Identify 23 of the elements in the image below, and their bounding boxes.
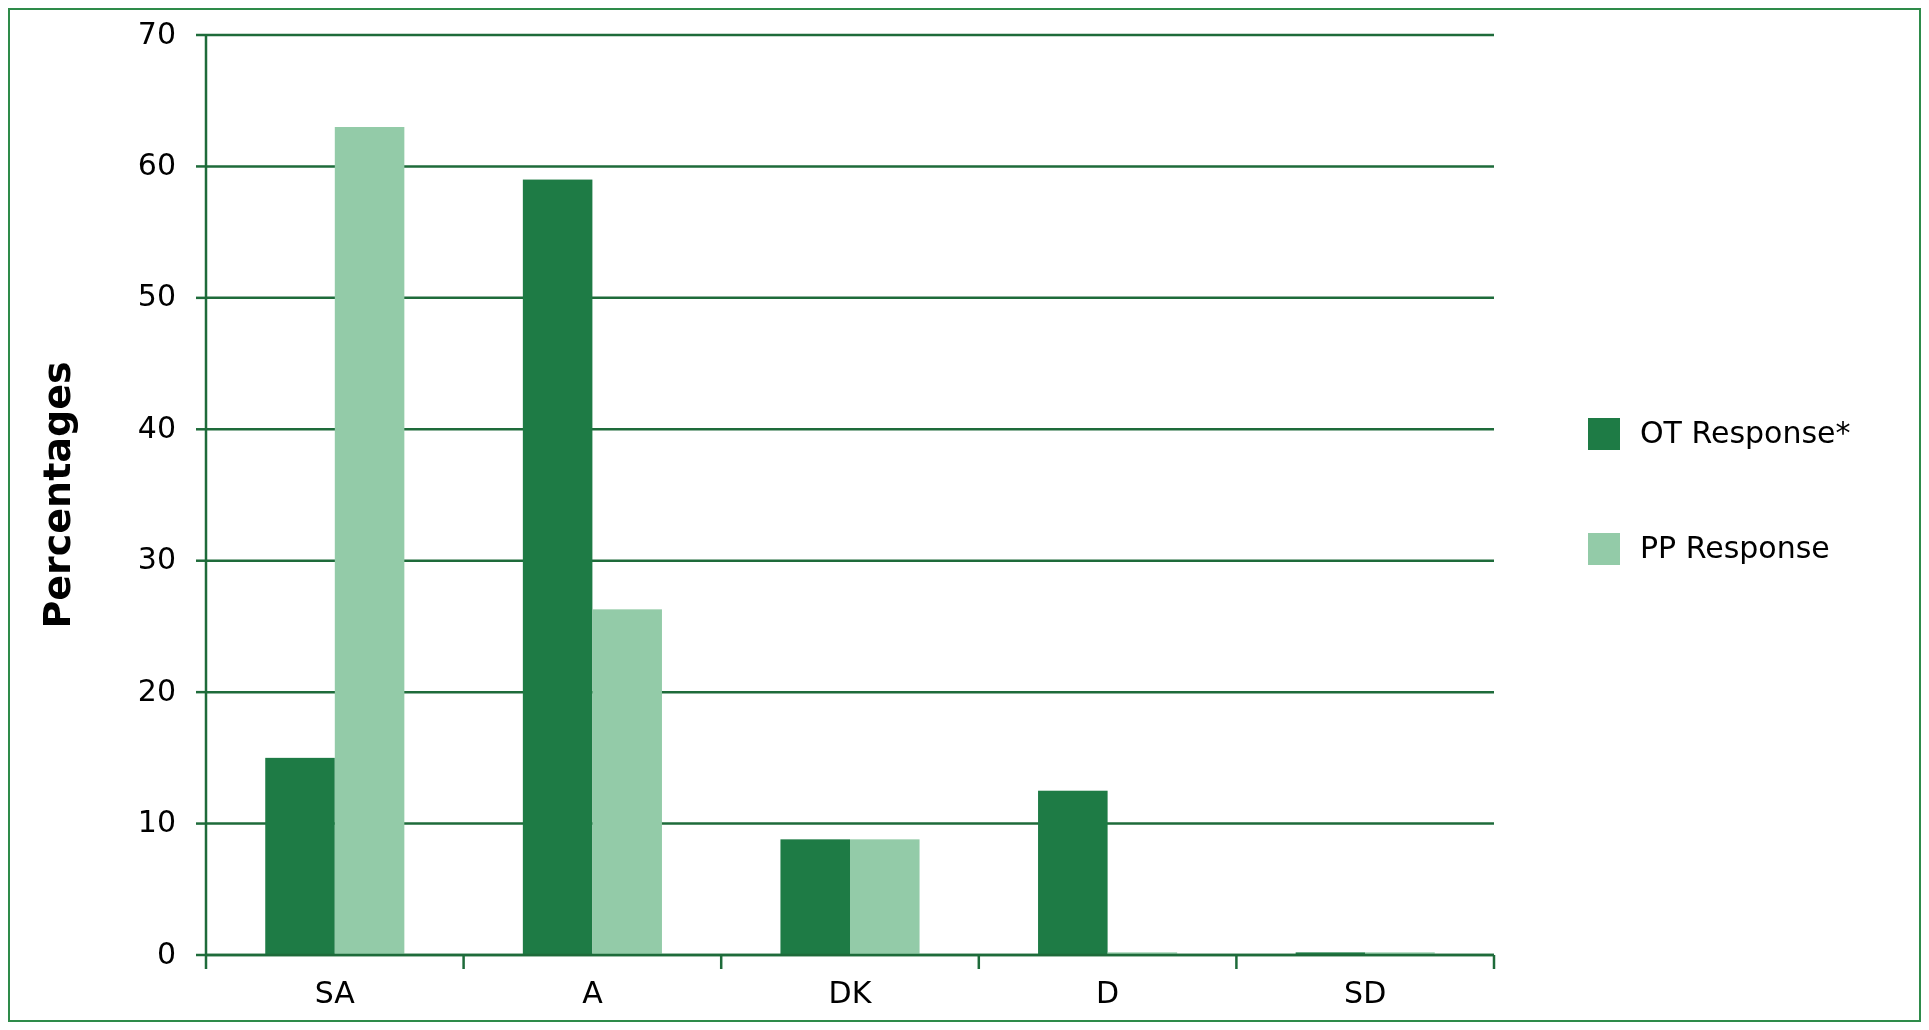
y-tick-label: 30: [137, 541, 176, 577]
y-tick-label: 0: [156, 935, 176, 971]
x-tick-label: D: [1096, 975, 1120, 1010]
x-tick-label: SA: [314, 975, 356, 1010]
legend-label: OT Response*: [1640, 414, 1851, 450]
bar: [522, 179, 593, 955]
y-axis-title: Percentages: [35, 361, 79, 629]
bar: [334, 127, 405, 955]
x-tick-label: SD: [1344, 975, 1387, 1010]
y-tick-label: 10: [137, 804, 176, 840]
bar: [1038, 790, 1108, 955]
y-tick-label: 40: [137, 409, 176, 445]
legend-label: PP Response: [1640, 529, 1830, 565]
x-tick-label: A: [582, 975, 604, 1010]
y-tick-label: 20: [137, 672, 176, 708]
bar: [592, 609, 662, 955]
x-tick-label: DK: [828, 975, 873, 1010]
bar: [850, 839, 920, 955]
y-tick-label: 70: [137, 15, 176, 51]
bar: [265, 757, 335, 955]
y-tick-label: 50: [137, 278, 176, 314]
y-tick-label: 60: [137, 146, 176, 182]
bar: [780, 839, 850, 955]
